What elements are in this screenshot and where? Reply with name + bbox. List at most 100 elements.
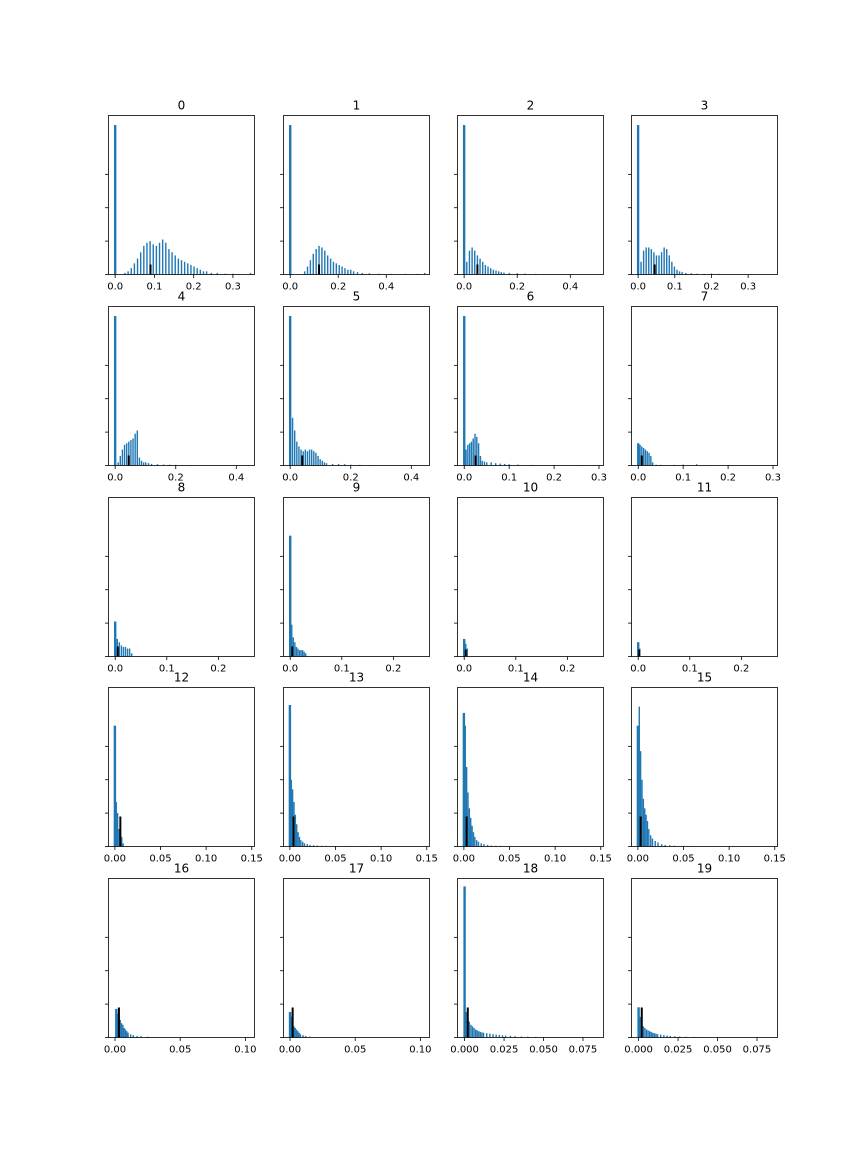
x-tick-label: 0.0: [282, 664, 298, 675]
axes-frame: [631, 306, 778, 466]
histogram-bar: [673, 266, 676, 275]
zero-spike-bar: [115, 1008, 118, 1038]
histogram-bar: [168, 249, 170, 275]
histogram-bar: [658, 255, 660, 275]
x-tick-label: 0.10: [718, 854, 740, 865]
subplot-title: 2: [527, 99, 535, 113]
x-tick-label: 0.0: [107, 473, 123, 484]
histogram-bar: [324, 250, 326, 275]
x-tick-label: 0.000: [624, 1045, 653, 1056]
subplot-title: 8: [178, 481, 186, 495]
histogram-bar: [527, 1036, 529, 1038]
subplot-13: 0.00 0.05 0.10 0.15 13: [279, 671, 438, 865]
histogram-bar: [294, 814, 297, 847]
subplot-7: 0.0 0.1 0.2 0.3 7: [628, 290, 781, 484]
x-tick-label: 0.1: [675, 473, 691, 484]
subplot-11: 0.0 0.1 0.2 11: [628, 481, 778, 675]
histogram-bar: [500, 272, 502, 275]
histogram-bar: [483, 844, 485, 847]
zero-spike-bar: [463, 886, 466, 1038]
histogram-bar: [136, 1035, 138, 1038]
zero-spike-bar: [288, 316, 292, 466]
zero-spike-bar: [288, 704, 292, 847]
histogram-bar: [152, 244, 154, 275]
histogram-bar: [132, 1035, 134, 1038]
histogram-bar: [685, 272, 687, 275]
x-tick-label: 0.2: [210, 664, 226, 675]
histogram-bar: [129, 1034, 132, 1038]
histogram-bar: [297, 648, 299, 657]
histogram-bar: [301, 841, 304, 847]
histogram-bar: [124, 272, 126, 275]
histogram-bar: [470, 1024, 472, 1038]
x-tick-label: 0.2: [559, 664, 575, 675]
histogram-bar: [190, 264, 192, 275]
histogram-bar: [290, 1016, 293, 1038]
histogram-bar: [138, 457, 141, 466]
histogram-bar: [317, 455, 319, 466]
histogram-bar: [304, 1035, 307, 1038]
axes-frame: [457, 115, 604, 275]
histogram-bar: [123, 444, 126, 466]
subplot-title: 6: [527, 290, 535, 304]
histogram-bar: [660, 252, 663, 275]
histogram-bar: [474, 250, 476, 275]
histogram-bar: [654, 840, 656, 847]
x-tick-label: 0.0: [630, 664, 646, 675]
histogram-bar: [669, 845, 671, 847]
histogram-bar: [298, 836, 301, 847]
zero-spike-bar: [463, 316, 466, 466]
subplot-2: 0.0 0.2 0.4 2: [454, 99, 604, 293]
subplot-19: 0.000 0.025 0.050 0.075 19: [624, 862, 778, 1056]
histogram-bar: [486, 462, 488, 466]
zero-spike-bar: [113, 125, 117, 275]
x-tick-label: 0.00: [453, 854, 475, 865]
histogram-bar: [479, 1031, 482, 1038]
histogram-bar: [503, 463, 506, 466]
histogram-bar: [120, 1023, 123, 1038]
subplot-title: 5: [353, 290, 361, 304]
histogram-bar: [466, 261, 468, 275]
x-tick-label: 0.0: [107, 282, 123, 293]
x-tick-label: 0.05: [149, 854, 171, 865]
subplot-10: 0.0 0.1 0.2 10: [454, 481, 604, 675]
histogram-bar: [685, 1036, 687, 1038]
x-tick-label: 0.0: [630, 473, 646, 484]
histogram-bar: [653, 252, 655, 275]
x-tick-label: 0.2: [343, 473, 359, 484]
histogram-bar: [124, 1029, 127, 1038]
histogram-bar: [424, 272, 426, 275]
histogram-bar: [316, 845, 318, 847]
histogram-bar: [657, 842, 659, 847]
histogram-bar: [465, 767, 468, 847]
histogram-bar: [476, 1030, 478, 1038]
histogram-bar: [666, 249, 668, 275]
histogram-bar: [482, 1032, 485, 1038]
x-tick-label: 0.00: [279, 1045, 301, 1056]
histogram-bar: [128, 648, 131, 657]
histogram-bar: [126, 1031, 128, 1038]
subplot-1: 0.0 0.2 0.4 1: [280, 99, 430, 293]
histogram-bar: [128, 441, 130, 466]
subplot-title: 13: [349, 671, 364, 685]
x-tick-label: 0.1: [334, 664, 350, 675]
histogram-bar: [303, 843, 306, 847]
x-tick-label: 0.2: [186, 282, 202, 293]
zero-spike-bar: [289, 125, 292, 275]
histogram-bar: [465, 1012, 467, 1038]
histogram-bar: [309, 260, 312, 275]
subplot-6: 0.0 0.1 0.2 0.3 6: [454, 290, 607, 484]
histogram-bar: [503, 272, 505, 275]
histogram-bar: [210, 272, 213, 275]
subplot-title: 19: [697, 862, 712, 876]
histogram-bar: [325, 463, 328, 466]
axes-frame: [283, 687, 430, 847]
histogram-bar: [361, 272, 363, 275]
x-tick-label: 0.4: [403, 473, 419, 484]
histogram-bar: [297, 1031, 299, 1038]
histogram-bar: [155, 245, 158, 275]
histogram-bar: [486, 844, 489, 847]
histogram-bar: [142, 462, 145, 466]
histogram-bar: [649, 835, 652, 847]
histogram-bar: [132, 438, 134, 466]
